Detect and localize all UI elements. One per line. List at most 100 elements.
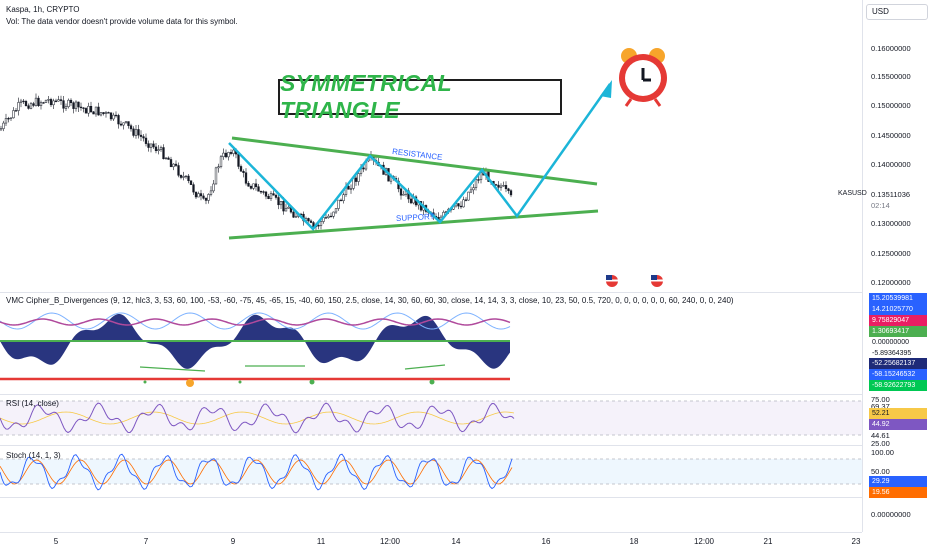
- pane-separator[interactable]: [0, 394, 862, 395]
- pattern-title-banner[interactable]: SYMMETRICAL TRIANGLE: [278, 70, 562, 123]
- candle-body: [204, 198, 208, 201]
- candle-body: [164, 157, 168, 160]
- rsi-label: 69.37: [871, 402, 890, 411]
- candle-body: [504, 185, 508, 190]
- candle-body: [107, 112, 110, 114]
- rsi-line: [0, 402, 515, 434]
- currency-button[interactable]: USD: [866, 4, 928, 20]
- rsi-label: 75.00: [871, 395, 890, 404]
- candle-body: [152, 143, 155, 148]
- candle-body: [174, 163, 178, 166]
- time-label: 14: [451, 537, 461, 546]
- stoch-legend[interactable]: Stoch (14, 1, 3): [6, 451, 61, 460]
- candle-body: [284, 208, 288, 212]
- pane-separator[interactable]: [0, 497, 862, 498]
- candle-body: [64, 106, 68, 109]
- vmc-divergence-line: [139, 366, 206, 372]
- candle-body: [109, 112, 113, 120]
- candle-body: [224, 152, 228, 158]
- price-axis[interactable]: 0.16000000 0.15500000 0.15000000 0.14500…: [862, 0, 932, 532]
- resistance-line[interactable]: [231, 136, 598, 186]
- candle-body: [202, 195, 205, 199]
- candle-body: [117, 115, 120, 125]
- candle-body: [259, 191, 263, 193]
- candle-body: [347, 185, 350, 190]
- candle-body: [459, 205, 463, 208]
- candle-body: [262, 191, 265, 193]
- candle-body: [269, 193, 273, 199]
- candle-body: [127, 121, 130, 126]
- candle-body: [222, 152, 225, 158]
- candle-body: [282, 201, 285, 212]
- candle-body: [157, 149, 160, 152]
- price-label: 0.12500000: [871, 249, 911, 258]
- candle-body: [12, 110, 15, 119]
- alarm-clock-icon: [619, 48, 667, 107]
- time-label: 23: [851, 537, 861, 546]
- candle-body: [229, 152, 233, 154]
- price-label: 0.12000000: [871, 278, 911, 287]
- pattern-title-text: SYMMETRICAL TRIANGLE: [280, 70, 452, 123]
- candle-body: [159, 147, 163, 150]
- candle-body: [409, 198, 413, 204]
- candle-body: [144, 137, 148, 144]
- candle-body: [324, 217, 328, 219]
- candle-body: [362, 167, 365, 170]
- countdown-label: 02:14: [871, 201, 890, 210]
- candle-body: [462, 199, 465, 208]
- candle-body: [27, 105, 30, 109]
- vmc-legend[interactable]: VMC Cipher_B_Divergences (9, 12, hlc3, 3…: [6, 296, 734, 305]
- vmc-signal-dot: [143, 380, 147, 384]
- candle-body: [209, 190, 213, 195]
- candle-body: [247, 183, 250, 187]
- candle-body: [59, 99, 63, 101]
- time-label: 9: [230, 537, 236, 546]
- candle-body: [149, 143, 153, 148]
- volume-note: Vol: The data vendor doesn't provide vol…: [6, 17, 238, 26]
- wave-path[interactable]: [228, 83, 612, 231]
- candle-body: [214, 167, 218, 185]
- candle-body: [287, 206, 290, 209]
- candle-body: [129, 125, 133, 130]
- vmc-wave-light: [0, 312, 511, 330]
- time-label: 7: [143, 537, 149, 546]
- candle-body: [337, 199, 340, 209]
- chart-canvas[interactable]: [0, 0, 862, 532]
- candle-body: [207, 194, 210, 201]
- vmc-signal-dot: [186, 379, 194, 387]
- candle-body: [402, 194, 405, 196]
- vmc-signal-dot: [429, 379, 435, 385]
- price-label: 0.13511036: [871, 190, 911, 199]
- candle-body: [137, 129, 140, 136]
- candle-body: [89, 105, 93, 113]
- candle-body: [54, 100, 58, 102]
- vmc-value-tag: 9.75829047: [869, 315, 927, 326]
- candle-body: [94, 106, 98, 115]
- candle-body: [199, 193, 203, 197]
- candle-body: [239, 166, 243, 172]
- candle-body: [84, 108, 88, 114]
- candle-body: [349, 188, 353, 190]
- candle-body: [72, 102, 75, 109]
- candle-body: [92, 111, 95, 115]
- time-axis[interactable]: 5 7 9 11 12:00 14 16 18 12:00 21 23: [0, 532, 862, 550]
- candle-body: [99, 112, 103, 116]
- pane-separator[interactable]: [0, 445, 862, 446]
- vmc-value-tag: 15.20539981: [869, 293, 927, 304]
- pane-separator[interactable]: [0, 292, 862, 293]
- stoch-d-tag: 19.56: [869, 487, 927, 498]
- vmc-value-tag: -52.25682137: [869, 358, 927, 369]
- rsi-ma-line: [0, 411, 515, 425]
- rsi-legend[interactable]: RSI (14, close): [6, 399, 59, 408]
- support-line[interactable]: [228, 209, 599, 240]
- candle-body: [357, 173, 360, 182]
- symbol-legend[interactable]: Kaspa, 1h, CRYPTO: [6, 5, 80, 14]
- vmc-value-tag: 14.21025770: [869, 304, 927, 315]
- candle-body: [119, 123, 123, 126]
- candle-body: [87, 105, 90, 114]
- candle-body: [29, 103, 33, 109]
- candle-body: [32, 103, 35, 106]
- candle-body: [464, 199, 468, 201]
- ticker-tag: KASUSD: [838, 190, 867, 197]
- candle-body: [192, 184, 195, 193]
